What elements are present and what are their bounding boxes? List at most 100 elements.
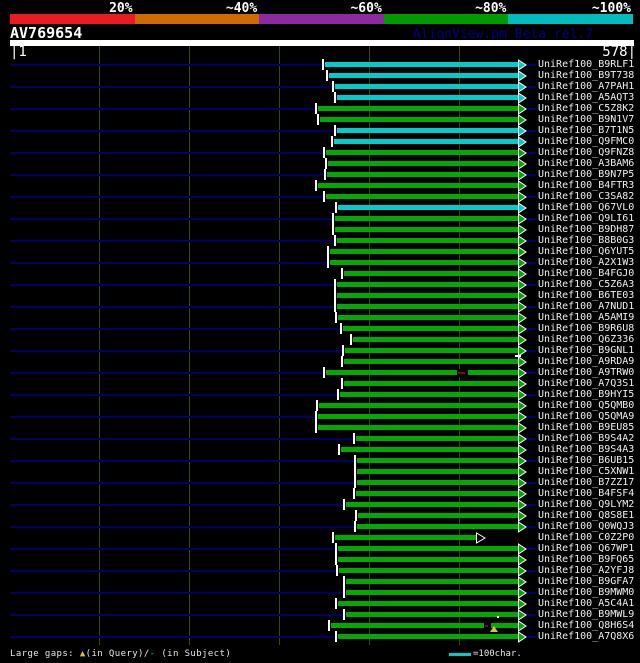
alignment-bar[interactable] xyxy=(346,612,519,617)
alignment-bar[interactable] xyxy=(320,117,519,122)
alignment-bar[interactable] xyxy=(337,293,519,298)
hit-label[interactable]: UniRef100_A5C4A1 xyxy=(536,598,636,609)
hit-label[interactable]: UniRef100_A3BAM6 xyxy=(536,158,636,169)
alignment-bar[interactable] xyxy=(319,403,519,408)
alignment-bar[interactable] xyxy=(337,128,519,133)
alignment-bar[interactable] xyxy=(326,370,519,375)
alignment-bar[interactable] xyxy=(357,458,519,463)
alignment-bar[interactable] xyxy=(344,359,519,364)
alignment-bar[interactable] xyxy=(335,84,519,89)
alignment-bar[interactable] xyxy=(326,150,519,155)
alignment-bar[interactable] xyxy=(345,348,519,353)
hit-label[interactable]: UniRef100_B9N7P5 xyxy=(536,169,636,180)
alignment-bar[interactable] xyxy=(346,590,519,595)
alignment-bar[interactable] xyxy=(353,337,519,342)
alignment-bar[interactable] xyxy=(344,381,519,386)
hit-label[interactable]: UniRef100_Q5QMB0 xyxy=(536,400,636,411)
hit-label[interactable]: UniRef100_A5AQT3 xyxy=(536,92,636,103)
alignment-bar[interactable] xyxy=(337,95,519,100)
hit-label[interactable]: UniRef100_Q67WP1 xyxy=(536,543,636,554)
alignment-bar[interactable] xyxy=(338,546,519,551)
alignment-bar[interactable] xyxy=(331,623,519,628)
alignment-bar[interactable] xyxy=(318,183,519,188)
hit-label[interactable]: UniRef100_B9EU85 xyxy=(536,422,636,433)
alignment-bar[interactable] xyxy=(318,414,519,419)
hit-label[interactable]: UniRef100_B4FSF4 xyxy=(536,488,636,499)
alignment-bar[interactable] xyxy=(334,139,519,144)
hit-label[interactable]: UniRef100_B8B0G3 xyxy=(536,235,636,246)
alignment-bar[interactable] xyxy=(357,480,519,485)
alignment-bar[interactable] xyxy=(340,392,519,397)
alignment-bar[interactable] xyxy=(338,205,519,210)
hit-label[interactable]: UniRef100_C3SA82 xyxy=(536,191,636,202)
alignment-bar[interactable] xyxy=(326,194,519,199)
alignment-bar[interactable] xyxy=(337,282,519,287)
hit-label[interactable]: UniRef100_Q8S8E1 xyxy=(536,510,636,521)
alignment-bar[interactable] xyxy=(335,535,477,540)
alignment-bar[interactable] xyxy=(356,436,519,441)
alignment-bar[interactable] xyxy=(329,73,519,78)
hit-label[interactable]: UniRef100_A5AMI9 xyxy=(536,312,636,323)
hit-label[interactable]: UniRef100_B6UB15 xyxy=(536,455,636,466)
hit-label[interactable]: UniRef100_A7Q8X6 xyxy=(536,631,636,642)
hit-label[interactable]: UniRef100_Q9LYM2 xyxy=(536,499,636,510)
alignment-bar[interactable] xyxy=(343,326,519,331)
alignment-bar[interactable] xyxy=(335,227,519,232)
hit-label[interactable]: UniRef100_B9N1V7 xyxy=(536,114,636,125)
hit-label[interactable]: UniRef100_B9DH87 xyxy=(536,224,636,235)
alignment-bar[interactable] xyxy=(337,304,519,309)
hit-label[interactable]: UniRef100_Q9FMC0 xyxy=(536,136,636,147)
hit-label[interactable]: UniRef100_Q9FNZ8 xyxy=(536,147,636,158)
hit-label[interactable]: UniRef100_B9GNL1 xyxy=(536,345,636,356)
alignment-bar[interactable] xyxy=(338,557,519,562)
hit-label[interactable]: UniRef100_B9RLF1 xyxy=(536,59,636,70)
alignment-bar[interactable] xyxy=(338,315,519,320)
hit-label[interactable]: UniRef100_B4FTR3 xyxy=(536,180,636,191)
hit-label[interactable]: UniRef100_Q67VL0 xyxy=(536,202,636,213)
hit-label[interactable]: UniRef100_B7T1N5 xyxy=(536,125,636,136)
alignment-bar[interactable] xyxy=(339,568,519,573)
hit-label[interactable]: UniRef100_Q0WQJ3 xyxy=(536,521,636,532)
alignment-bar[interactable] xyxy=(346,502,519,507)
alignment-bar[interactable] xyxy=(357,469,519,474)
hit-label[interactable]: UniRef100_A7NUD1 xyxy=(536,301,636,312)
alignment-bar[interactable] xyxy=(325,62,519,67)
alignment-bar[interactable] xyxy=(338,601,519,606)
hit-label[interactable]: UniRef100_B9HYI5 xyxy=(536,389,636,400)
alignment-bar[interactable] xyxy=(337,238,519,243)
hit-label[interactable]: UniRef100_A7Q3S1 xyxy=(536,378,636,389)
alignment-bar[interactable] xyxy=(344,271,519,276)
hit-label[interactable]: UniRef100_Q5QMA9 xyxy=(536,411,636,422)
alignment-bar[interactable] xyxy=(318,106,519,111)
hit-label[interactable]: UniRef100_A9RDA9 xyxy=(536,356,636,367)
hit-label[interactable]: UniRef100_A2YFJ8 xyxy=(536,565,636,576)
hit-label[interactable]: UniRef100_B4FGJ0 xyxy=(536,268,636,279)
hit-label[interactable]: UniRef100_B9MWM0 xyxy=(536,587,636,598)
hit-label[interactable]: UniRef100_B9S4A3 xyxy=(536,444,636,455)
hit-label[interactable]: UniRef100_B6TE03 xyxy=(536,290,636,301)
alignment-bar[interactable] xyxy=(318,425,519,430)
hit-label[interactable]: UniRef100_B9GFA7 xyxy=(536,576,636,587)
alignment-bar[interactable] xyxy=(330,249,519,254)
hit-label[interactable]: UniRef100_B9MWL9 xyxy=(536,609,636,620)
hit-label[interactable]: UniRef100_B7ZZ17 xyxy=(536,477,636,488)
hit-label[interactable]: UniRef100_C5XNW1 xyxy=(536,466,636,477)
alignment-bar[interactable] xyxy=(338,634,519,639)
hit-label[interactable]: UniRef100_B9R6U8 xyxy=(536,323,636,334)
hit-label[interactable]: UniRef100_A9TRW0 xyxy=(536,367,636,378)
alignment-bar[interactable] xyxy=(341,447,519,452)
hit-label[interactable]: UniRef100_Q9LI61 xyxy=(536,213,636,224)
alignment-bar[interactable] xyxy=(346,579,519,584)
alignment-bar[interactable] xyxy=(356,491,519,496)
alignment-bar[interactable] xyxy=(358,513,519,518)
hit-label[interactable]: UniRef100_C5Z6A3 xyxy=(536,279,636,290)
hit-label[interactable]: UniRef100_A7PAH1 xyxy=(536,81,636,92)
hit-label[interactable]: UniRef100_C5Z8K2 xyxy=(536,103,636,114)
hit-label[interactable]: UniRef100_Q6YUT5 xyxy=(536,246,636,257)
alignment-bar[interactable] xyxy=(357,524,519,529)
hit-label[interactable]: UniRef100_B9FQ65 xyxy=(536,554,636,565)
alignment-bar[interactable] xyxy=(330,260,519,265)
hit-label[interactable]: UniRef100_C0Z2P0 xyxy=(536,532,636,543)
hit-label[interactable]: UniRef100_A2X1W3 xyxy=(536,257,636,268)
alignment-bar[interactable] xyxy=(327,172,519,177)
